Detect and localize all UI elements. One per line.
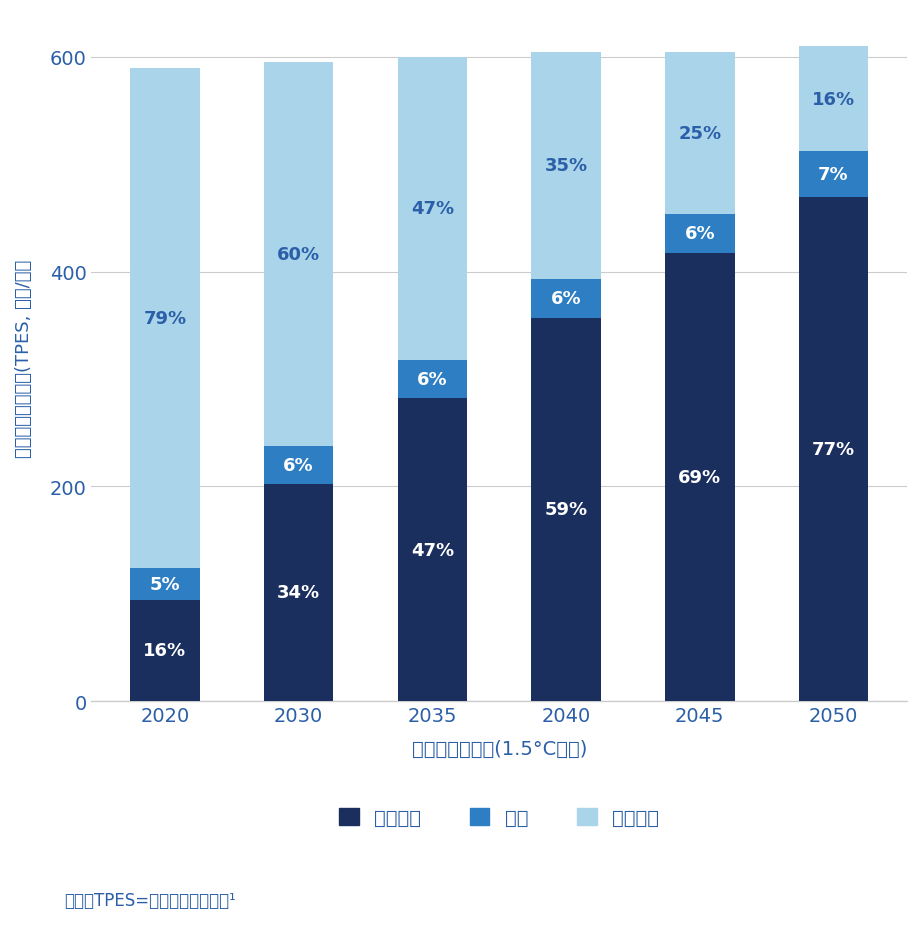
Bar <box>665 253 735 702</box>
Text: 77%: 77% <box>812 441 855 458</box>
Text: 7%: 7% <box>818 166 849 184</box>
Text: 備註：TPES=一次能源總量供應¹: 備註：TPES=一次能源總量供應¹ <box>65 891 236 909</box>
Text: 79%: 79% <box>144 310 186 328</box>
Bar <box>130 569 200 600</box>
Bar <box>264 484 334 702</box>
Bar <box>665 214 735 253</box>
Text: 34%: 34% <box>278 584 320 602</box>
Bar <box>264 446 334 484</box>
Text: 35%: 35% <box>545 157 587 175</box>
Text: 16%: 16% <box>144 641 186 660</box>
Legend: 再生能源, 核能, 化石燃料: 再生能源, 核能, 化石燃料 <box>332 800 667 835</box>
Text: 6%: 6% <box>417 370 448 389</box>
Text: 6%: 6% <box>283 457 314 474</box>
Bar <box>397 360 467 399</box>
Bar <box>130 69 200 569</box>
Bar <box>665 53 735 214</box>
Text: 47%: 47% <box>411 200 454 218</box>
Bar <box>531 318 601 702</box>
Text: 25%: 25% <box>679 124 721 143</box>
Bar <box>531 53 601 279</box>
Text: 6%: 6% <box>550 290 582 308</box>
Bar <box>798 47 869 152</box>
X-axis label: 我們需要達到的(1.5°C情境): 我們需要達到的(1.5°C情境) <box>411 739 587 758</box>
Text: 6%: 6% <box>684 226 715 243</box>
Bar <box>397 58 467 360</box>
Bar <box>531 279 601 318</box>
Bar <box>397 399 467 702</box>
Text: 69%: 69% <box>679 469 721 486</box>
Bar <box>798 152 869 198</box>
Bar <box>130 600 200 702</box>
Text: 16%: 16% <box>812 91 855 109</box>
Bar <box>798 198 869 702</box>
Text: 59%: 59% <box>545 501 587 519</box>
Text: 47%: 47% <box>411 541 454 559</box>
Y-axis label: 一次能源總量供應(TPES, 焦耳/年）: 一次能源總量供應(TPES, 焦耳/年） <box>15 259 33 458</box>
Bar <box>264 63 334 446</box>
Text: 60%: 60% <box>278 246 320 264</box>
Text: 5%: 5% <box>149 575 181 593</box>
